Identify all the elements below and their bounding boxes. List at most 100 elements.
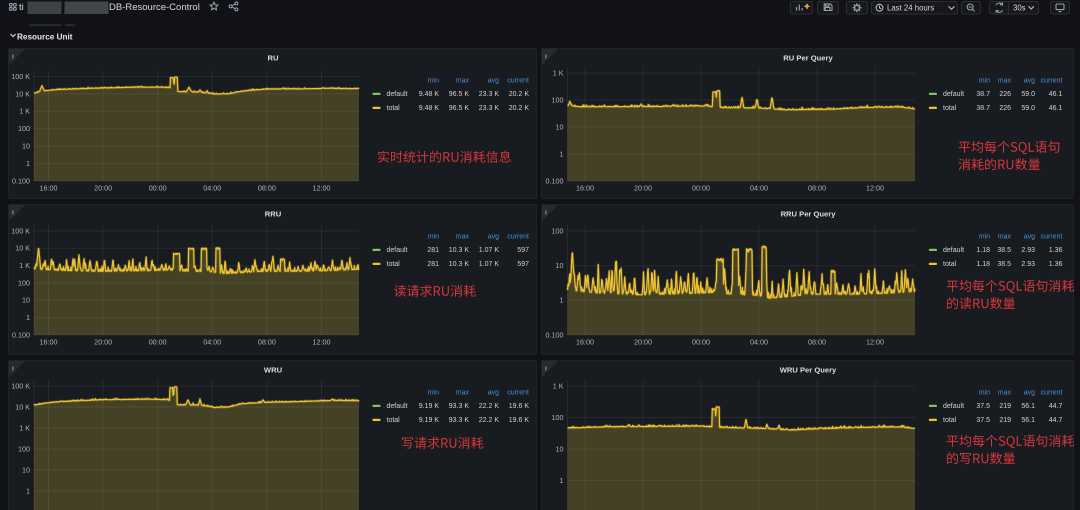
svg-text:0.100: 0.100 (546, 330, 564, 339)
svg-text:total: total (387, 105, 401, 112)
svg-text:1 K: 1 K (19, 261, 30, 270)
svg-text:38.5: 38.5 (997, 247, 1011, 254)
svg-text:10: 10 (22, 465, 30, 474)
svg-text:100: 100 (18, 278, 30, 287)
svg-text:1: 1 (26, 159, 30, 168)
svg-text:281: 281 (427, 261, 439, 268)
svg-text:10: 10 (556, 122, 564, 131)
svg-text:10 K: 10 K (15, 89, 30, 98)
svg-text:1.07 K: 1.07 K (479, 247, 500, 254)
svg-text:22.2 K: 22.2 K (479, 417, 500, 424)
svg-text:56.1: 56.1 (1021, 403, 1035, 410)
svg-text:avg: avg (488, 234, 499, 241)
svg-text:226: 226 (999, 105, 1011, 112)
svg-text:default: default (943, 247, 964, 254)
svg-text:min: min (428, 234, 439, 241)
svg-text:i: i (12, 54, 14, 61)
svg-text:1.36: 1.36 (1049, 261, 1063, 268)
svg-text:16:00: 16:00 (576, 184, 594, 193)
svg-text:04:00: 04:00 (750, 338, 768, 347)
svg-text:Resource Unit: Resource Unit (17, 32, 73, 41)
svg-text:9.48 K: 9.48 K (419, 105, 440, 112)
svg-text:max: max (456, 234, 470, 241)
svg-text:16:00: 16:00 (576, 338, 594, 347)
svg-text:current: current (507, 390, 529, 397)
svg-text:1: 1 (26, 486, 30, 495)
svg-text:10: 10 (22, 296, 30, 305)
svg-text:93.3 K: 93.3 K (449, 417, 470, 424)
svg-text:avg: avg (1024, 390, 1035, 397)
svg-text:default: default (387, 403, 408, 410)
svg-text:10 K: 10 K (15, 402, 30, 411)
svg-text:38.7: 38.7 (976, 105, 990, 112)
svg-text:total: total (943, 417, 957, 424)
svg-text:10: 10 (556, 444, 564, 453)
svg-text:default: default (387, 247, 408, 254)
svg-text:46.1: 46.1 (1049, 91, 1063, 98)
svg-text:46.1: 46.1 (1049, 105, 1063, 112)
svg-text:219: 219 (999, 417, 1011, 424)
svg-text:20.2 K: 20.2 K (509, 91, 530, 98)
svg-text:100 K: 100 K (11, 72, 30, 81)
svg-text:93.3 K: 93.3 K (449, 403, 470, 410)
svg-text:min: min (979, 78, 990, 85)
svg-text:current: current (1041, 234, 1063, 241)
svg-text:avg: avg (488, 78, 499, 85)
svg-text:i: i (12, 210, 14, 217)
svg-text:20:00: 20:00 (634, 338, 652, 347)
svg-text:total: total (387, 261, 401, 268)
svg-text:min: min (979, 390, 990, 397)
svg-text:19.6 K: 19.6 K (509, 403, 530, 410)
svg-text:16:00: 16:00 (40, 184, 58, 193)
svg-text:04:00: 04:00 (203, 337, 221, 346)
svg-text:DB-Resource-Control: DB-Resource-Control (109, 2, 200, 13)
svg-text:597: 597 (517, 247, 529, 254)
svg-text:00:00: 00:00 (692, 184, 710, 193)
svg-text:1: 1 (560, 476, 564, 485)
svg-text:10: 10 (22, 142, 30, 151)
svg-text:min: min (428, 390, 439, 397)
svg-text:37.5: 37.5 (976, 417, 990, 424)
svg-text:total: total (943, 105, 957, 112)
svg-text:281: 281 (427, 247, 439, 254)
svg-text:RU Per Query: RU Per Query (783, 54, 833, 63)
svg-text:04:00: 04:00 (750, 184, 768, 193)
svg-text:1.36: 1.36 (1049, 247, 1063, 254)
svg-text:2.93: 2.93 (1021, 261, 1035, 268)
svg-text:9.19 K: 9.19 K (419, 417, 440, 424)
svg-text:20.2 K: 20.2 K (509, 105, 530, 112)
svg-text:08:00: 08:00 (808, 184, 826, 193)
svg-text:100: 100 (18, 124, 30, 133)
svg-text:current: current (1041, 78, 1063, 85)
svg-text:10.3 K: 10.3 K (449, 247, 470, 254)
svg-text:08:00: 08:00 (258, 337, 276, 346)
svg-text:max: max (998, 78, 1012, 85)
svg-text:1.18: 1.18 (976, 247, 990, 254)
svg-text:226: 226 (999, 91, 1011, 98)
svg-text:i: i (12, 366, 14, 373)
svg-text:0.100: 0.100 (12, 176, 30, 185)
svg-text:RRU: RRU (265, 210, 282, 219)
svg-text:current: current (507, 234, 529, 241)
svg-text:08:00: 08:00 (258, 184, 276, 193)
svg-text:default: default (943, 403, 964, 410)
svg-text:RRU Per Query: RRU Per Query (781, 210, 837, 219)
svg-text:max: max (998, 390, 1012, 397)
svg-text:RU: RU (268, 54, 279, 63)
svg-text:1 K: 1 K (553, 68, 564, 77)
svg-text:1: 1 (26, 313, 30, 322)
svg-text:44.7: 44.7 (1049, 417, 1063, 424)
svg-text:59.0: 59.0 (1021, 91, 1035, 98)
svg-text:1.07 K: 1.07 K (479, 261, 500, 268)
svg-text:04:00: 04:00 (203, 184, 221, 193)
svg-text:9.48 K: 9.48 K (419, 91, 440, 98)
svg-text:12:00: 12:00 (866, 184, 884, 193)
svg-text:1 K: 1 K (19, 423, 30, 432)
svg-text:max: max (456, 78, 470, 85)
svg-text:1 K: 1 K (19, 107, 30, 116)
svg-text:96.5 K: 96.5 K (449, 91, 470, 98)
svg-text:00:00: 00:00 (149, 337, 167, 346)
svg-text:96.5 K: 96.5 K (449, 105, 470, 112)
svg-text:min: min (428, 78, 439, 85)
svg-text:100: 100 (552, 95, 564, 104)
